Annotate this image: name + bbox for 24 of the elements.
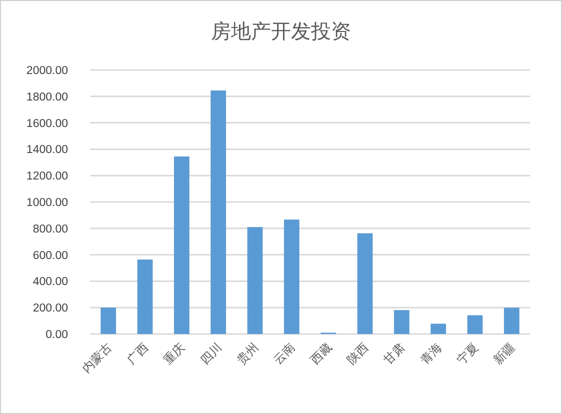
xtick: 重庆 [160,340,188,368]
title: 房地产开发投资 [211,21,351,43]
xtick: 陕西 [344,340,372,368]
ytick: 1200.00 [26,170,68,183]
xtick: 甘肃 [380,340,408,368]
ytick: 2000.00 [26,65,68,77]
ytick: 1600.00 [26,118,68,130]
xtick: 广西 [124,340,152,368]
ytick: 600.00 [32,250,68,262]
xtick: 青海 [418,340,444,368]
ytick: 0.00 [46,329,68,341]
ytick: 800.00 [32,223,68,236]
xtick: 宁夏 [454,340,482,368]
xtick: 贵州 [234,340,262,368]
ytick: 400.00 [32,276,68,288]
ytick: 1800.00 [26,91,68,104]
xtick: 四川 [198,340,224,368]
ytick: 1400.00 [26,144,68,156]
ytick: 200.00 [32,302,68,315]
xtick: 内蒙古 [79,340,114,376]
xtick: 西藏 [308,340,334,368]
ytick: 1000.00 [26,197,68,209]
xtick: 新疆 [490,340,518,368]
xtick: 云南 [270,340,298,368]
